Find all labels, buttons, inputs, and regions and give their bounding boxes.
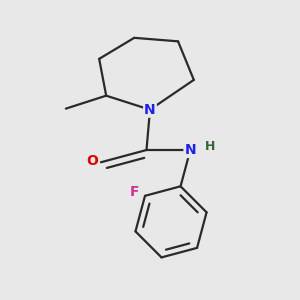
Text: N: N bbox=[144, 103, 156, 117]
Text: O: O bbox=[86, 154, 98, 167]
Text: H: H bbox=[204, 140, 215, 153]
Text: N: N bbox=[184, 143, 196, 157]
Text: F: F bbox=[130, 185, 139, 199]
